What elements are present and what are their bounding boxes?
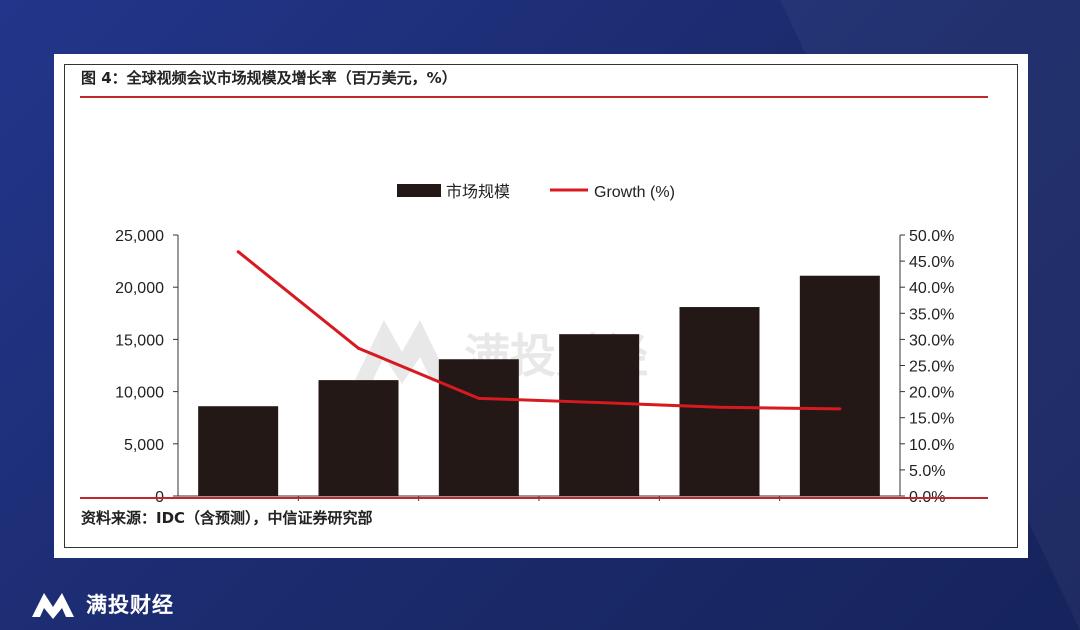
growth-line — [237, 250, 840, 411]
bar — [318, 380, 399, 496]
brand: 满投财经 — [30, 588, 174, 620]
y-left-tick-label: 15,000 — [115, 332, 164, 349]
chart-legend: 市场规模 Growth (%) — [397, 183, 675, 201]
legend-label-bars: 市场规模 — [446, 183, 510, 201]
y-right-tick-label: 50.0% — [909, 228, 954, 245]
bar — [438, 359, 519, 496]
brand-name: 满投财经 — [86, 593, 174, 617]
bar — [799, 275, 880, 496]
legend-swatch-bars — [397, 184, 441, 197]
source-note: 资料来源：IDC（含预测），中信证券研究部 — [81, 509, 373, 527]
growth-point — [597, 401, 601, 405]
y-left-tick-label: 10,000 — [115, 385, 164, 402]
y-right-tick-label: 25.0% — [909, 359, 954, 376]
growth-point — [838, 407, 842, 411]
y-left-tick-label: 20,000 — [115, 280, 164, 297]
source-rule — [80, 497, 988, 499]
bar-series — [198, 275, 880, 496]
bar — [679, 307, 760, 496]
y-right-tick-label: 10.0% — [909, 437, 954, 454]
brand-logo-icon — [32, 593, 74, 619]
line-series — [236, 250, 842, 411]
growth-point — [236, 250, 240, 254]
y-right-tick-label: 35.0% — [909, 306, 954, 323]
title-rule — [80, 96, 988, 98]
growth-point — [477, 396, 481, 400]
y-left-tick-label: 5,000 — [124, 437, 164, 454]
chart-axes: 0 5,000 10,000 15,000 20,000 25,000 0.0% 5.0% 10… — [115, 228, 954, 502]
y-left-tick-label: 25,000 — [115, 228, 164, 245]
figure-card: 图 4：全球视频会议市场规模及增长率（百万美元，%） 满投财经 市场规模 Gro… — [54, 54, 1028, 558]
figure-title: 图 4：全球视频会议市场规模及增长率（百万美元，%） — [81, 69, 457, 87]
y-right-tick-label: 15.0% — [909, 411, 954, 428]
bar — [198, 406, 279, 496]
figure-frame — [64, 64, 1018, 548]
y-right-tick-label: 30.0% — [909, 332, 954, 349]
watermark-logo-icon — [354, 320, 450, 384]
legend-label-line: Growth (%) — [594, 184, 675, 201]
y-right-tick-label: 0.0% — [909, 489, 945, 502]
growth-point — [357, 346, 360, 350]
chart: 满投财经 市场规模 Growth (%) 05,00010,00015,0002… — [115, 183, 954, 502]
y-left-tick-label: 0 — [155, 489, 164, 502]
y-right-tick-label: 45.0% — [909, 254, 954, 271]
y-right-tick-label: 40.0% — [909, 280, 954, 297]
growth-point — [718, 405, 721, 409]
y-right-tick-label: 20.0% — [909, 385, 954, 402]
bar — [559, 334, 640, 496]
y-right-tick-label: 5.0% — [909, 463, 945, 480]
